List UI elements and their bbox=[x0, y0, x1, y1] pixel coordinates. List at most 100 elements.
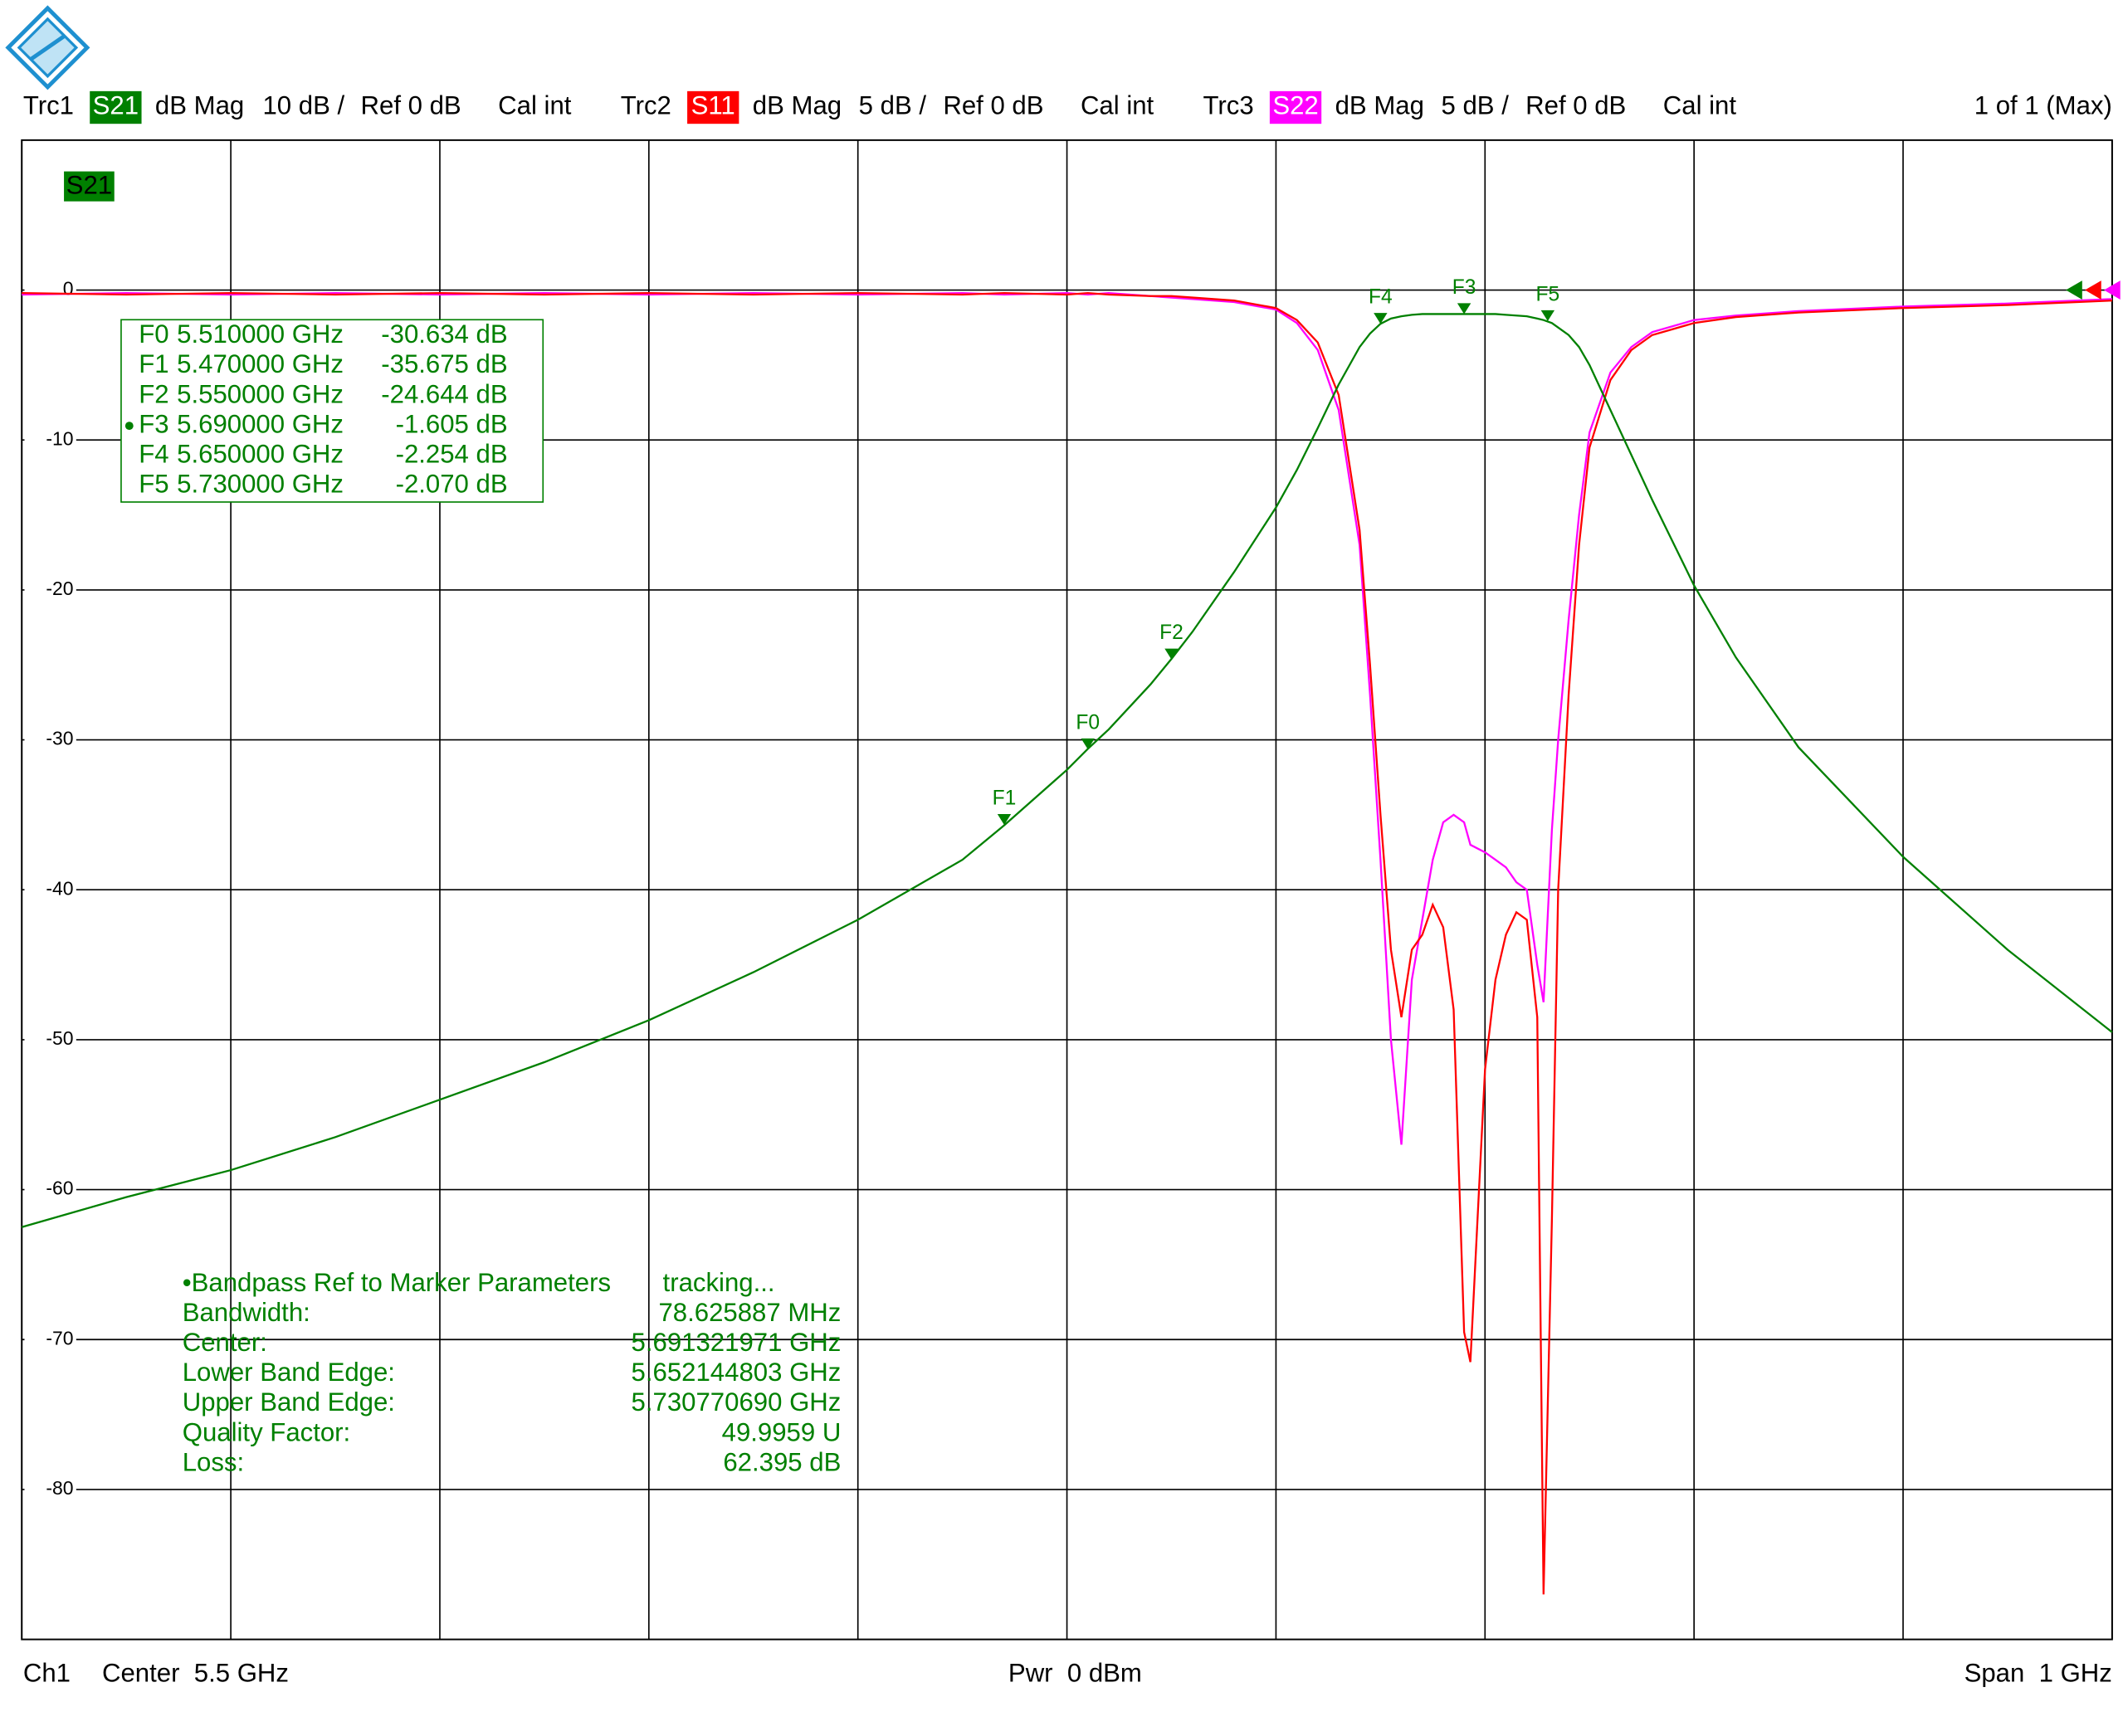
footer-channel: Ch1 bbox=[23, 1658, 71, 1687]
trace-param: S21 bbox=[93, 91, 139, 120]
y-tick-label: -40 bbox=[46, 877, 73, 899]
trace-scale: 5 dB / bbox=[859, 91, 927, 120]
y-tick-label: -60 bbox=[46, 1178, 73, 1199]
bandpass-label: Center: bbox=[183, 1328, 267, 1357]
bandpass-value: 5.652144803 GHz bbox=[632, 1358, 842, 1387]
bandpass-status: tracking... bbox=[663, 1268, 775, 1297]
bandpass-value: 78.625887 MHz bbox=[658, 1298, 841, 1327]
marker-value: -2.254 dB bbox=[396, 439, 508, 468]
marker-value: -30.634 dB bbox=[381, 319, 507, 349]
trace-scale: 10 dB / bbox=[262, 91, 344, 120]
marker-label: F5 bbox=[1536, 283, 1560, 305]
ref-arrow bbox=[2085, 280, 2101, 300]
footer-center: Center 5.5 GHz bbox=[102, 1658, 289, 1687]
trace-param-box bbox=[90, 90, 142, 124]
trace-cal: Cal int bbox=[1663, 91, 1737, 120]
y-tick-bg bbox=[24, 879, 76, 901]
bandpass-label: Quality Factor: bbox=[183, 1417, 350, 1446]
bandpass-label: Bandwidth: bbox=[183, 1298, 310, 1327]
trace-format: dB Mag bbox=[753, 91, 842, 120]
y-tick-label: 0 bbox=[63, 278, 74, 300]
marker-label: F0 bbox=[1076, 711, 1100, 734]
marker-value: -2.070 dB bbox=[396, 470, 508, 499]
marker-value: -1.605 dB bbox=[396, 409, 508, 438]
logo bbox=[5, 5, 90, 90]
bandpass-label: Loss: bbox=[183, 1447, 244, 1476]
trace-ref: Ref 0 dB bbox=[1525, 91, 1626, 120]
trace-param-box bbox=[687, 90, 739, 124]
marker-triangle bbox=[997, 813, 1012, 826]
y-tick-label: -50 bbox=[46, 1027, 73, 1049]
marker-name: F0 bbox=[139, 319, 168, 349]
y-tick-label: -70 bbox=[46, 1327, 73, 1348]
active-trace-box bbox=[64, 171, 115, 202]
marker-value: -35.675 dB bbox=[381, 349, 507, 378]
trace-scale: 5 dB / bbox=[1441, 91, 1509, 120]
marker-name: F2 bbox=[139, 379, 168, 408]
trace-line bbox=[22, 291, 2112, 1595]
ref-arrow bbox=[2104, 280, 2121, 300]
trace-id: Trc2 bbox=[621, 91, 671, 120]
marker-label: F2 bbox=[1159, 622, 1184, 644]
y-tick-label: -20 bbox=[46, 578, 73, 599]
bandpass-title: •Bandpass Ref to Marker Parameters bbox=[183, 1268, 611, 1297]
marker-frequency: 5.730000 GHz bbox=[177, 470, 344, 499]
y-tick-bg bbox=[24, 1028, 76, 1051]
footer-power: Pwr 0 dBm bbox=[1008, 1658, 1142, 1687]
y-tick-bg bbox=[24, 429, 76, 451]
bandpass-value: 5.730770690 GHz bbox=[632, 1387, 842, 1417]
footer-span: Span 1 GHz bbox=[1964, 1658, 2112, 1687]
marker-table bbox=[120, 319, 544, 503]
y-tick-bg bbox=[24, 578, 76, 602]
trace-format: dB Mag bbox=[1335, 91, 1424, 120]
marker-label: F1 bbox=[993, 787, 1017, 809]
bandpass-label: Upper Band Edge: bbox=[183, 1387, 395, 1417]
active-trace-label: S21 bbox=[66, 171, 112, 200]
y-tick-bg bbox=[24, 1178, 76, 1201]
trace-format: dB Mag bbox=[155, 91, 244, 120]
trace-ref: Ref 0 dB bbox=[943, 91, 1043, 120]
trace-id: Trc1 bbox=[23, 91, 74, 120]
trace-ref: Ref 0 dB bbox=[361, 91, 461, 120]
trace-param-box bbox=[1269, 90, 1322, 124]
y-tick-label: -10 bbox=[46, 427, 73, 449]
marker-triangle bbox=[1081, 738, 1095, 750]
bandpass-label: Lower Band Edge: bbox=[183, 1358, 395, 1387]
marker-frequency: 5.550000 GHz bbox=[177, 379, 344, 408]
active-marker-dot bbox=[124, 422, 134, 431]
marker-name: F3 bbox=[139, 409, 168, 438]
y-tick-bg bbox=[24, 729, 76, 751]
marker-label: F4 bbox=[1369, 286, 1393, 309]
marker-frequency: 5.510000 GHz bbox=[177, 319, 344, 349]
marker-name: F4 bbox=[139, 439, 168, 468]
marker-frequency: 5.470000 GHz bbox=[177, 349, 344, 378]
trace-cal: Cal int bbox=[1081, 91, 1154, 120]
marker-triangle bbox=[1540, 310, 1555, 321]
y-tick-label: -30 bbox=[46, 728, 73, 749]
y-tick-bg bbox=[24, 279, 76, 301]
marker-name: F5 bbox=[139, 470, 168, 499]
marker-triangle bbox=[1457, 303, 1471, 315]
y-tick-bg bbox=[24, 1478, 76, 1501]
y-tick-label: -80 bbox=[46, 1477, 73, 1499]
ref-arrow bbox=[2066, 280, 2082, 300]
page-indicator: 1 of 1 (Max) bbox=[1974, 91, 2112, 120]
marker-value: -24.644 dB bbox=[381, 379, 507, 408]
marker-frequency: 5.650000 GHz bbox=[177, 439, 344, 468]
trace-line bbox=[22, 291, 2112, 1145]
y-tick-bg bbox=[24, 1329, 76, 1351]
marker-triangle bbox=[1164, 648, 1179, 660]
trace-param: S11 bbox=[691, 91, 735, 120]
bandpass-value: 5.691321971 GHz bbox=[632, 1328, 842, 1357]
bandpass-value: 62.395 dB bbox=[723, 1447, 841, 1476]
trace-param: S22 bbox=[1272, 91, 1318, 120]
trace-cal: Cal int bbox=[498, 91, 572, 120]
trace-line bbox=[21, 313, 2113, 1228]
trace-id: Trc3 bbox=[1203, 91, 1254, 120]
marker-label: F3 bbox=[1452, 276, 1476, 299]
marker-triangle bbox=[1374, 313, 1388, 324]
marker-name: F1 bbox=[139, 349, 168, 378]
bandpass-value: 49.9959 U bbox=[722, 1417, 842, 1446]
